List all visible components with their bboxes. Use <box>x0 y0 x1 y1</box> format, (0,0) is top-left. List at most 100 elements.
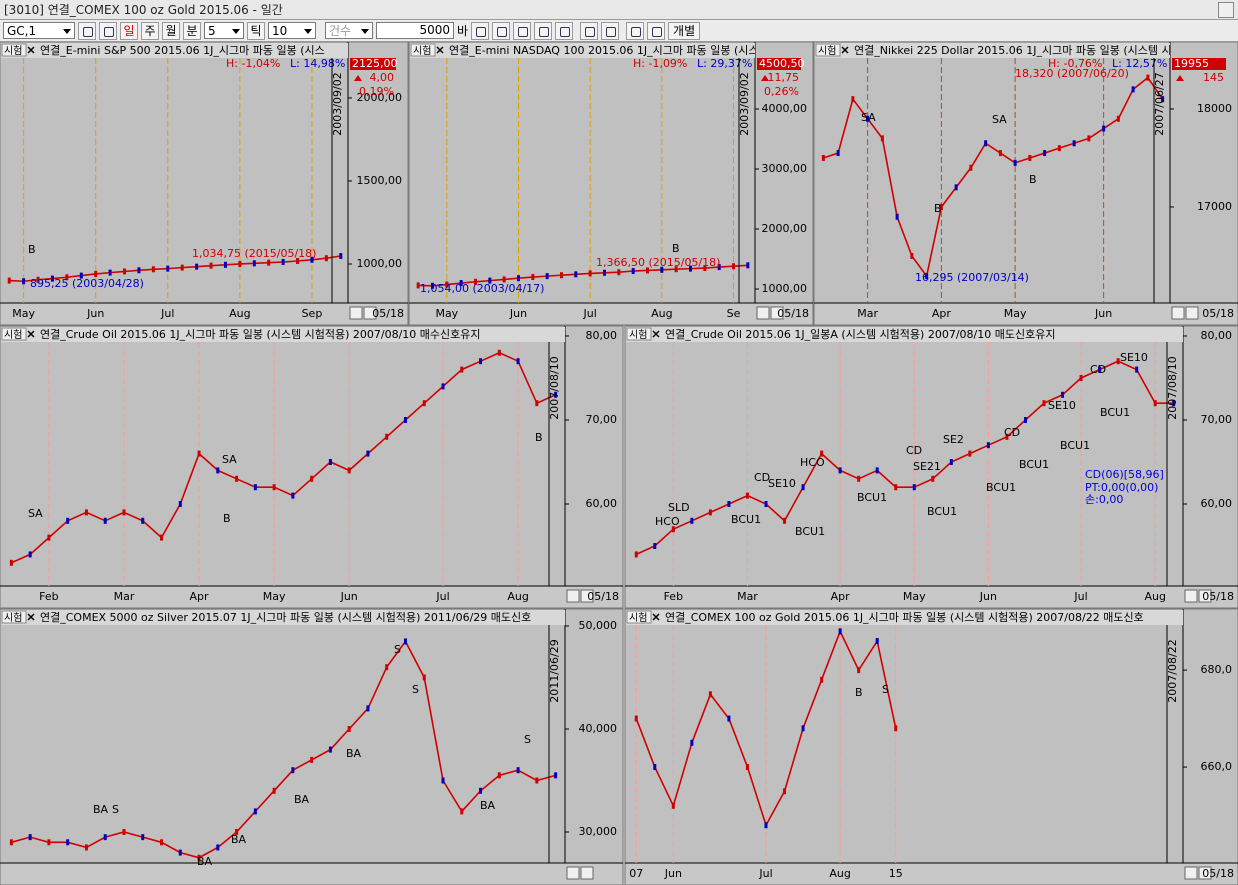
candle <box>103 517 107 524</box>
candle <box>998 150 1002 157</box>
tool-button[interactable] <box>647 21 666 40</box>
signal-label: SE2 <box>943 433 964 446</box>
candle <box>895 213 899 220</box>
panel-tag-box <box>410 43 436 57</box>
x-tick-label: May <box>903 590 926 603</box>
panel-close <box>841 46 849 54</box>
tool-button[interactable] <box>492 21 511 40</box>
price-box-label: 19955 <box>1174 57 1209 70</box>
candle <box>47 839 51 846</box>
tool-button[interactable] <box>601 21 620 40</box>
candle <box>671 526 675 533</box>
panel-close <box>27 330 35 338</box>
x-tick-label: 07 <box>629 867 643 880</box>
tool-button[interactable] <box>555 21 574 40</box>
search-button[interactable] <box>78 21 96 40</box>
tool-button[interactable] <box>534 21 553 40</box>
corner-date: 05/18 <box>587 590 619 603</box>
candle <box>801 725 805 732</box>
y-tick-label: 70,00 <box>586 413 618 426</box>
candle <box>969 164 973 171</box>
tool-button[interactable] <box>513 21 532 40</box>
signal-label: CD(06)[58,96] <box>1085 468 1164 481</box>
axis-strip <box>1 586 622 607</box>
signal-label: 16,295 (2007/03/14) <box>915 271 1029 284</box>
candle <box>1042 400 1046 407</box>
candle <box>223 261 227 268</box>
signal-label: 18,320 (2007/06/20) <box>1015 67 1129 80</box>
candle <box>178 849 182 856</box>
signal-label: BA <box>231 833 247 846</box>
y-tick-label: 2000,00 <box>357 91 403 104</box>
tool-button[interactable] <box>471 21 490 40</box>
candle <box>235 475 239 482</box>
period-button[interactable]: 주 <box>141 21 159 40</box>
candle <box>1061 391 1065 398</box>
panel-title: 연결_E-mini NASDAQ 100 2015.06 1J_시그마 파동 일… <box>449 43 759 57</box>
signal-label: BA <box>93 803 109 816</box>
tick-combo[interactable]: 10 <box>268 22 316 39</box>
period-button[interactable]: 월 <box>162 21 180 40</box>
date-label: 2007/06/27 <box>1153 72 1166 135</box>
candle <box>1161 96 1165 103</box>
panel-tag: 시험 <box>629 612 647 624</box>
y-tick-label: 1000,00 <box>357 257 403 270</box>
corner-icon <box>1184 866 1198 880</box>
signal-label: BCU1 <box>857 491 887 504</box>
x-tick-label: May <box>1004 307 1027 320</box>
period-button[interactable]: 일 <box>120 21 138 40</box>
panel-tag: 시험 <box>629 329 647 341</box>
minute-combo[interactable]: 5 <box>204 22 244 39</box>
candle <box>708 691 712 698</box>
candle <box>745 764 749 771</box>
corner-date: 05/18 <box>372 307 404 320</box>
candle <box>968 450 972 457</box>
corner-icon <box>1185 306 1199 320</box>
candle <box>1043 150 1047 157</box>
panel-tag-box <box>1 43 27 57</box>
close-button[interactable] <box>1218 2 1234 18</box>
candle <box>1172 400 1176 407</box>
candle <box>821 154 825 161</box>
axis-strip <box>626 863 1237 884</box>
signal-label: CD <box>754 471 770 484</box>
date-label: 2003/09/02 <box>331 72 344 135</box>
count-input[interactable]: 5000 <box>376 22 454 39</box>
signal-label: SA <box>28 507 43 520</box>
candle <box>671 802 675 809</box>
signal-label: BA <box>480 799 496 812</box>
signal-label: S <box>882 683 889 696</box>
candle <box>708 509 712 516</box>
count-combo[interactable]: 건수 <box>325 22 373 39</box>
x-tick-label: Se <box>727 307 741 320</box>
date-label: 2007/08/10 <box>548 356 561 419</box>
search-reset-button[interactable] <box>99 21 117 40</box>
candle <box>836 150 840 157</box>
candle <box>764 822 768 829</box>
tick-button[interactable]: 틱 <box>247 21 265 40</box>
mode-button[interactable]: 개별 <box>668 21 701 40</box>
candle <box>291 492 295 499</box>
candle <box>1102 125 1106 132</box>
candle <box>366 450 370 457</box>
x-tick-label: Sep <box>302 307 323 320</box>
candle <box>820 450 824 457</box>
symbol-combo[interactable]: GC,1 <box>3 22 75 39</box>
period-button[interactable]: 분 <box>183 21 201 40</box>
corner-icon <box>1198 589 1212 603</box>
candle <box>235 828 239 835</box>
candle <box>252 260 256 267</box>
panel-title: 연결_Nikkei 225 Dollar 2015.06 1J_시그마 파동 일… <box>854 43 1172 57</box>
title-bar: [3010] 연결_COMEX 100 oz Gold 2015.06 - 일간 <box>0 0 1238 20</box>
x-tick-label: Jul <box>758 867 772 880</box>
candle <box>166 265 170 272</box>
axis-strip <box>1 303 407 324</box>
corner-icon <box>566 589 580 603</box>
y-tick-label: 4000,00 <box>762 102 808 115</box>
signal-label: PT:0,00(0,00) <box>1085 481 1158 494</box>
y-tick-label: 60,00 <box>586 497 618 510</box>
axis-strip <box>815 303 1237 324</box>
candle <box>347 467 351 474</box>
tool-button[interactable] <box>580 21 599 40</box>
tool-button[interactable] <box>626 21 645 40</box>
